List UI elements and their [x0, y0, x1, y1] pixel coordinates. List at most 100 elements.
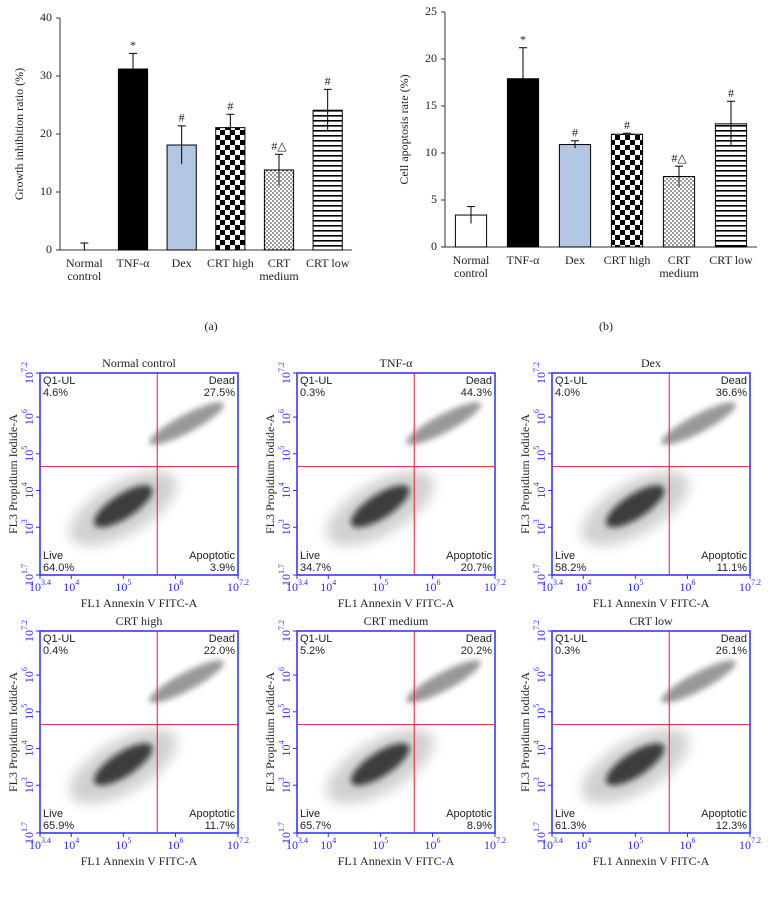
tick-label: 105: [372, 836, 388, 852]
tick-base: 10: [22, 450, 36, 462]
tick-base: 10: [541, 838, 553, 852]
annotation: #: [572, 126, 578, 140]
tick-exponent: 4: [332, 578, 336, 587]
cloud-core: [350, 485, 410, 528]
quadrant-name: Apoptotic: [189, 550, 235, 562]
cloud-streak: [661, 660, 736, 703]
cloud-core: [605, 743, 665, 786]
tick-base: 10: [424, 580, 436, 594]
bar: [312, 109, 343, 251]
y-axis-label: Cell apoptosis rate (%): [397, 74, 411, 184]
tick-exponent: 3.4: [298, 578, 308, 587]
bar: [117, 68, 149, 251]
tick-base: 10: [63, 838, 75, 852]
tick-exponent: 7.2: [20, 620, 29, 630]
tick-base: 10: [279, 574, 293, 586]
tick-exponent: 7.2: [239, 836, 249, 845]
quadrant-name: Dead: [466, 633, 492, 645]
tick-base: 10: [167, 838, 179, 852]
y-axis-label: FL3 Propidium Iodide-A: [6, 672, 20, 792]
y-tick-label: 20: [425, 51, 437, 65]
quadrant-value: 27.5%: [204, 387, 235, 399]
quadrant-name: Dead: [721, 633, 747, 645]
tick-label: 103.4: [286, 836, 308, 852]
tick-base: 10: [22, 708, 36, 720]
tick-exponent: 4: [277, 741, 286, 745]
tick-base: 10: [22, 630, 36, 642]
tick-exponent: 7.2: [751, 578, 761, 587]
tick-exponent: 7.2: [751, 836, 761, 845]
tick-exponent: 3: [20, 777, 29, 781]
tick-label: 107.2: [739, 836, 761, 852]
x-axis-label: FL1 Annexin V FITC-A: [81, 854, 198, 868]
tick-exponent: 6: [532, 667, 541, 671]
bar: [662, 176, 696, 248]
y-axis-label: FL3 Propidium Iodide-A: [263, 414, 277, 534]
tick-label: 104: [575, 578, 591, 594]
tick-label: 107.2: [227, 578, 249, 594]
tick-label: 106: [424, 578, 440, 594]
x-tick-label: CRT high: [604, 253, 651, 267]
tick-label: 101.7: [277, 564, 293, 586]
quadrant-name: Q1-UL: [300, 375, 332, 387]
tick-label: 104: [63, 578, 79, 594]
tick-exponent: 6: [179, 578, 183, 587]
quadrant-value: 4.6%: [43, 387, 68, 399]
tick-exponent: 3: [277, 777, 286, 781]
tick-base: 10: [22, 781, 36, 793]
y-axis-label: FL3 Propidium Iodide-A: [6, 414, 20, 534]
tick-exponent: 6: [20, 667, 29, 671]
tick-label: 105: [532, 704, 548, 720]
tick-exponent: 4: [277, 483, 286, 487]
annotation: #△: [271, 139, 287, 153]
cloud-streak: [406, 402, 481, 445]
quadrant-name: Apoptotic: [446, 808, 492, 820]
annotation: #: [728, 86, 734, 100]
y-tick-label: 0: [431, 239, 437, 253]
tick-base: 10: [22, 671, 36, 683]
tick-label: 103.4: [29, 836, 51, 852]
tick-base: 10: [22, 745, 36, 757]
tick-base: 10: [22, 487, 36, 499]
tick-label: 103.4: [541, 578, 563, 594]
panel-label: (a): [204, 319, 217, 333]
tick-label: 101.7: [532, 564, 548, 586]
y-tick-label: 10: [425, 145, 437, 159]
tick-exponent: 7.2: [277, 620, 286, 630]
y-tick-label: 25: [425, 4, 437, 18]
tick-label: 106: [167, 578, 183, 594]
tick-exponent: 1.7: [532, 564, 541, 574]
tick-base: 10: [679, 838, 691, 852]
annotation: #: [227, 99, 233, 113]
x-tick-label: Normal control: [453, 253, 490, 280]
tick-exponent: 5: [127, 578, 131, 587]
tick-label: 107.2: [532, 620, 548, 642]
tick-label: 104: [532, 741, 548, 757]
tick-base: 10: [534, 708, 548, 720]
tick-label: 107.2: [277, 362, 293, 384]
tick-base: 10: [279, 487, 293, 499]
bar: [558, 144, 592, 248]
plot-title: CRT low: [629, 614, 673, 628]
tick-base: 10: [279, 781, 293, 793]
tick-label: 104: [277, 741, 293, 757]
y-axis-label: FL3 Propidium Iodide-A: [263, 672, 277, 792]
plot-frame: [39, 372, 239, 576]
plot-frame: [296, 372, 496, 576]
quadrant-value: 36.6%: [716, 387, 747, 399]
quadrant-name: Dead: [721, 375, 747, 387]
density-cloud: [326, 660, 481, 804]
tick-label: 105: [115, 578, 131, 594]
tick-base: 10: [575, 580, 587, 594]
plot-title: CRT medium: [364, 614, 429, 628]
tick-label: 103: [532, 777, 548, 793]
tick-base: 10: [279, 413, 293, 425]
cloud-core: [93, 485, 153, 528]
tick-base: 10: [484, 580, 496, 594]
bar: [610, 133, 644, 248]
tick-label: 104: [20, 483, 36, 499]
tick-label: 106: [679, 578, 695, 594]
quadrant-value: 11.1%: [717, 562, 748, 574]
cloud-streak: [661, 402, 736, 445]
tick-exponent: 4: [587, 836, 591, 845]
